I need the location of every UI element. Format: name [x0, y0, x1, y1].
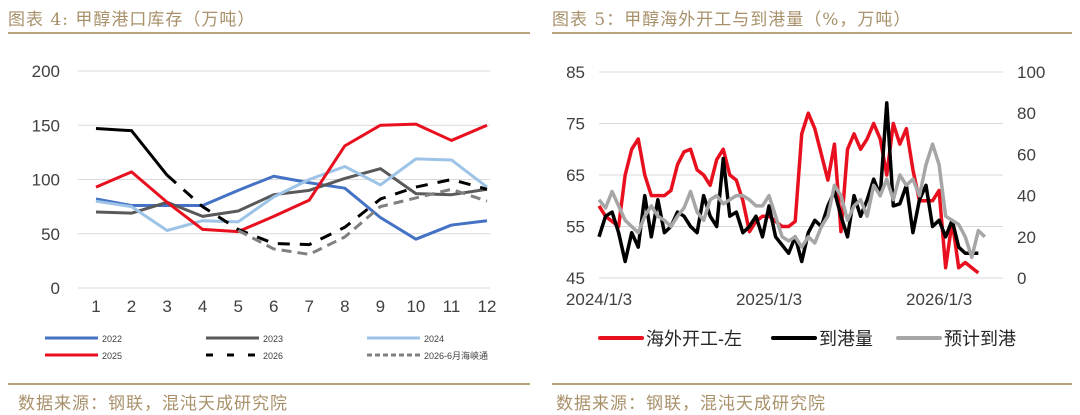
legend-label: 2023: [263, 334, 283, 344]
y-right-tick-label: 0: [1017, 269, 1026, 288]
legend-label: 2026: [263, 351, 283, 361]
chart-5-title: 图表 5：甲醇海外开工与到港量（%，万吨）: [552, 10, 912, 30]
overseas-operation-arrival-chart: 45 55 65 75 85 0 20 40 60 80 100 2024/1/3 2025/1/3 20…: [566, 63, 1045, 349]
y-tick-label: 100: [32, 171, 60, 190]
y-right-tick-label: 100: [1017, 63, 1045, 82]
x-tick-label: 8: [340, 297, 349, 316]
y-left-tick-label: 85: [566, 63, 585, 82]
legend-label: 2022: [102, 334, 122, 344]
source-divider-left: [8, 383, 530, 385]
legend-label: 2025: [102, 351, 122, 361]
y-right-tick-label: 80: [1017, 104, 1036, 123]
y-left-tick-label: 65: [566, 166, 585, 185]
title-divider-right: [552, 32, 1072, 34]
legend-label: 海外开工-左: [646, 329, 742, 349]
series-line-2026-6-: [237, 187, 488, 256]
x-tick-label: 5: [233, 297, 242, 316]
source-right: 数据来源：钢联，混沌天成研究院: [556, 394, 826, 414]
x-tick-label: 1: [91, 297, 100, 316]
x-tick-label: 2: [127, 297, 136, 316]
series-line-2025: [95, 122, 488, 234]
series-line-2024: [95, 157, 488, 232]
y-tick-label: 50: [41, 225, 60, 244]
x-tick-label: 3: [162, 297, 171, 316]
legend-label: 2026-6月海峡通: [424, 350, 488, 361]
legend-label: 到港量: [819, 329, 873, 349]
y-left-tick-label: 55: [566, 218, 585, 237]
y-left-tick-label: 45: [566, 269, 585, 288]
x-tick-label: 4: [198, 297, 207, 316]
x-tick-label: 11: [443, 297, 461, 316]
series-line-2023: [95, 167, 488, 218]
series-line-2026: [166, 174, 488, 247]
x-tick-label: 6: [269, 297, 278, 316]
x-tick-label: 2026/1/3: [906, 290, 972, 309]
source-divider-right: [552, 383, 1072, 385]
legend-label: 预计到港: [944, 329, 1016, 349]
x-tick-label: 7: [305, 297, 314, 316]
series-line--right: [597, 101, 979, 264]
title-divider-left: [8, 32, 530, 34]
y-right-tick-label: 20: [1017, 228, 1036, 247]
legend-label: 2024: [424, 334, 444, 344]
x-tick-label: 10: [406, 297, 425, 316]
source-left: 数据来源：钢联，混沌天成研究院: [18, 394, 288, 414]
y-tick-label: 150: [32, 116, 60, 135]
y-right-tick-label: 40: [1017, 187, 1036, 206]
y-right-tick-label: 60: [1017, 145, 1036, 164]
y-tick-label: 200: [32, 62, 60, 81]
x-tick-label: 2024/1/3: [566, 290, 632, 309]
x-tick-label: 12: [478, 297, 497, 316]
x-tick-label: 9: [376, 297, 385, 316]
y-tick-label: 0: [51, 279, 60, 298]
chart-4-title: 图表 4: 甲醇港口库存（万吨）: [8, 10, 256, 30]
y-left-tick-label: 75: [566, 115, 585, 134]
x-tick-label: 2025/1/3: [736, 290, 802, 309]
series-line--right: [597, 142, 987, 260]
series-line-2026-solid: [95, 127, 169, 177]
